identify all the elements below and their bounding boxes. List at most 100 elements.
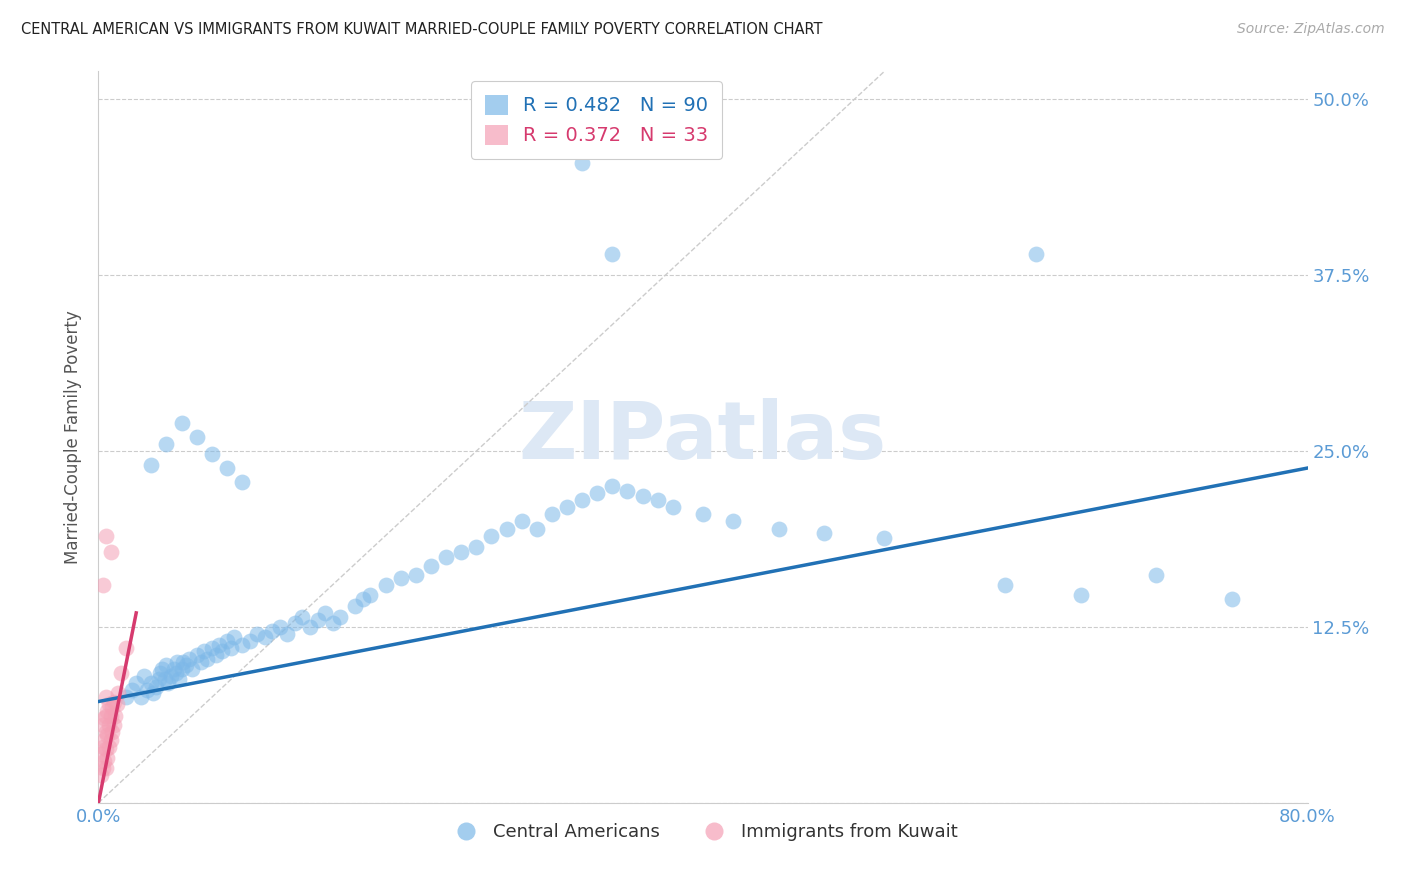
Point [602,247,624,261]
Point [104,708,127,723]
Point [434,549,457,564]
Point [103,694,125,708]
Point [329,610,352,624]
Point [105,698,128,712]
Point [510,515,533,529]
Point [174,657,197,672]
Point [221,641,243,656]
Point [90,747,112,761]
Point [208,638,231,652]
Point [224,630,246,644]
Point [135,683,157,698]
Point [873,532,896,546]
Point [125,676,148,690]
Point [344,599,367,613]
Point [163,662,186,676]
Point [148,672,170,686]
Point [172,655,194,669]
Point [90,767,112,781]
Point [114,690,136,705]
Point [420,559,443,574]
Point [114,641,136,656]
Point [481,528,503,542]
Point [94,725,117,739]
Point [284,615,307,630]
Point [96,728,118,742]
Point [661,500,683,515]
Point [91,718,114,732]
Text: CENTRAL AMERICAN VS IMMIGRANTS FROM KUWAIT MARRIED-COUPLE FAMILY POVERTY CORRELA: CENTRAL AMERICAN VS IMMIGRANTS FROM KUWA… [21,22,823,37]
Point [215,461,238,475]
Point [352,591,374,606]
Point [94,761,117,775]
Point [94,690,117,705]
Point [107,686,129,700]
Point [170,416,193,430]
Text: Source: ZipAtlas.com: Source: ZipAtlas.com [1237,22,1385,37]
Point [150,662,173,676]
Point [145,681,167,695]
Point [100,545,122,559]
Point [167,672,190,686]
Point [93,711,115,725]
Point [201,447,224,461]
Point [723,515,745,529]
Point [103,718,125,732]
Legend: Central Americans, Immigrants from Kuwait: Central Americans, Immigrants from Kuwai… [440,816,966,848]
Point [98,698,121,712]
Point [142,686,165,700]
Point [239,634,262,648]
Point [269,620,291,634]
Point [276,627,298,641]
Point [1144,568,1167,582]
Point [141,676,163,690]
Text: ZIPatlas: ZIPatlas [519,398,887,476]
Point [1024,247,1046,261]
Point [768,521,790,535]
Point [94,708,117,723]
Point [155,657,177,672]
Point [186,430,208,444]
Point [299,620,322,634]
Point [314,606,336,620]
Point [153,672,176,686]
Point [307,613,329,627]
Point [1220,591,1243,606]
Point [465,540,488,554]
Point [540,508,562,522]
Point [93,754,115,768]
Point [647,493,669,508]
Point [186,648,208,662]
Point [389,571,412,585]
Point [132,669,155,683]
Point [94,742,117,756]
Point [149,666,172,681]
Point [190,655,212,669]
Point [93,732,115,747]
Y-axis label: Married-Couple Family Poverty: Married-Couple Family Poverty [65,310,83,564]
Point [813,525,835,540]
Point [121,683,143,698]
Point [692,508,714,522]
Point [156,676,179,690]
Point [155,437,177,451]
Point [98,718,121,732]
Point [179,652,201,666]
Point [246,627,269,641]
Point [631,489,654,503]
Point [110,666,132,681]
Point [602,479,624,493]
Point [91,761,114,775]
Point [170,662,193,676]
Point [291,610,314,624]
Point [91,578,114,592]
Point [555,500,578,515]
Point [91,739,114,754]
Point [374,578,396,592]
Point [201,641,224,656]
Point [100,708,122,723]
Point [96,751,118,765]
Point [211,644,233,658]
Point [231,638,253,652]
Point [253,630,276,644]
